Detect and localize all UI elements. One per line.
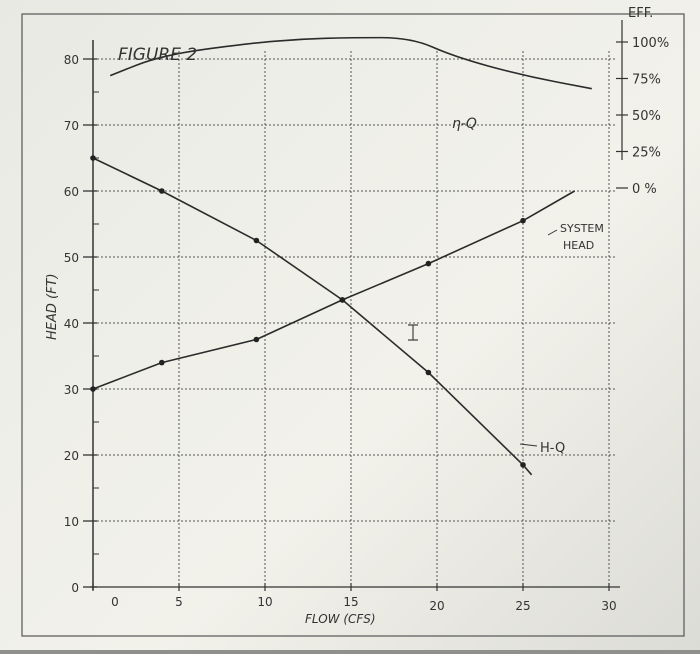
- series-lines: [92, 36, 592, 476]
- x-tick-label-20: 20: [429, 599, 444, 613]
- x-tick-label-15: 15: [343, 595, 358, 609]
- eff-tick-label-75: 75%: [632, 73, 661, 88]
- y-tick-label-70: 70: [64, 119, 79, 133]
- h-q-pointer: [519, 443, 538, 447]
- series-markers: [90, 155, 526, 468]
- eff-tick-label-100: 100%: [632, 36, 669, 51]
- system-head-pointer: [547, 229, 558, 236]
- x-tick-label-5: 5: [175, 595, 183, 609]
- data-point-h-q-0: [90, 155, 96, 161]
- data-point-system-head-2: [253, 336, 260, 343]
- data-point-h-q-4: [425, 369, 432, 376]
- text-cursor-icon: [408, 324, 418, 341]
- data-point-h-q-5: [520, 462, 526, 468]
- y-axis-label: HEAD (FT): [45, 273, 60, 340]
- annotation-system: SYSTEM: [560, 222, 604, 235]
- x-axis-label: FLOW (CFS): [305, 612, 376, 626]
- y-tick-labels: 0 10 20 30 40 50 60 70 80: [64, 53, 97, 595]
- data-point-system-head-3: [339, 297, 346, 303]
- y-tick-label-20: 20: [64, 449, 79, 463]
- data-point-system-head-4: [425, 260, 432, 267]
- data-point-system-head-1: [159, 359, 165, 366]
- series-line-h-q: [92, 157, 533, 476]
- y-tick-label-30: 30: [64, 383, 79, 397]
- y-tick-label-10: 10: [64, 515, 79, 529]
- y-tick-label-80: 80: [64, 53, 79, 67]
- y-tick-label-60: 60: [64, 185, 79, 199]
- series-line--q: [109, 36, 592, 90]
- grid: [93, 51, 615, 587]
- data-point-h-q-2: [253, 237, 260, 244]
- series-line-system-head: [92, 190, 575, 390]
- axes: [90, 20, 623, 590]
- eff-axis-label: EFF.: [628, 6, 653, 21]
- annotation-eta-q: η-Q: [452, 116, 477, 132]
- chart-title: FIGURE 2: [118, 45, 197, 65]
- eff-tick-labels: 100% 75% 50% 25% 0 %: [616, 36, 669, 197]
- data-point-system-head-0: [90, 386, 96, 392]
- x-tick-label-10: 10: [257, 595, 272, 609]
- annotation-head: HEAD: [563, 239, 594, 252]
- y-tick-label-50: 50: [64, 251, 79, 265]
- x-tick-label-30: 30: [601, 599, 616, 613]
- x-tick-label-0: 0: [111, 595, 119, 609]
- y-tick-label-0: 0: [71, 581, 79, 595]
- annotation-h-q: H-Q: [540, 441, 565, 456]
- data-point-system-head-5: [520, 217, 526, 224]
- y-tick-label-40: 40: [64, 317, 79, 331]
- eff-tick-label-25: 25%: [632, 146, 661, 161]
- paper-border: [21, 13, 685, 637]
- x-tick-labels: 0 5 10 15 20 25 30: [92, 583, 617, 613]
- x-tick-label-25: 25: [515, 599, 530, 613]
- eff-tick-label-0: 0 %: [632, 182, 657, 197]
- data-point-h-q-1: [159, 188, 165, 194]
- eff-tick-label-50: 50%: [632, 109, 661, 124]
